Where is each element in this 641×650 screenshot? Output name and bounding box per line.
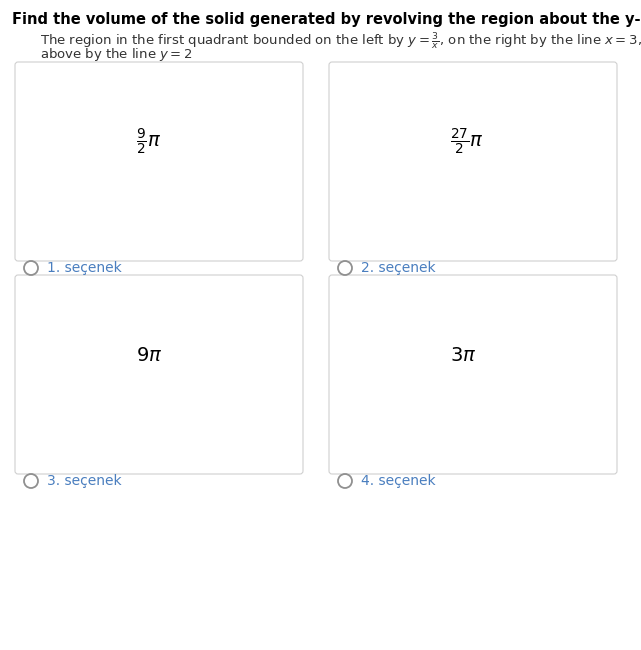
Text: $\frac{9}{2}\pi$: $\frac{9}{2}\pi$ — [137, 127, 162, 157]
FancyBboxPatch shape — [15, 62, 303, 261]
Text: 2. seçenek: 2. seçenek — [361, 261, 436, 275]
Text: 4. seçenek: 4. seçenek — [361, 474, 436, 488]
FancyBboxPatch shape — [15, 275, 303, 474]
FancyBboxPatch shape — [329, 275, 617, 474]
Text: 3. seçenek: 3. seçenek — [47, 474, 122, 488]
Text: 1. seçenek: 1. seçenek — [47, 261, 122, 275]
Text: $3\pi$: $3\pi$ — [451, 346, 477, 365]
Text: Find the volume of the solid generated by revolving the region about the y-axis.: Find the volume of the solid generated b… — [12, 12, 641, 27]
Text: The region in the first quadrant bounded on the left by $y = \frac{3}{x}$, on th: The region in the first quadrant bounded… — [40, 30, 641, 51]
FancyBboxPatch shape — [329, 62, 617, 261]
Text: $\frac{27}{2}\pi$: $\frac{27}{2}\pi$ — [451, 127, 484, 157]
Text: $9\pi$: $9\pi$ — [137, 346, 163, 365]
Text: above by the line $y = 2$: above by the line $y = 2$ — [40, 46, 192, 63]
